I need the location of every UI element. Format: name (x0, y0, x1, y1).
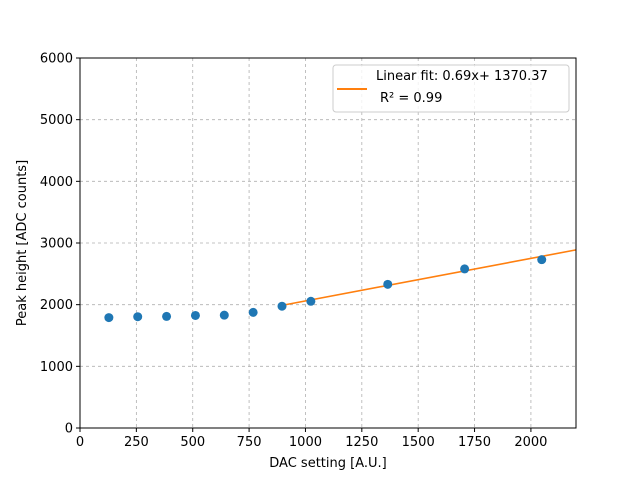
data-point (277, 301, 287, 311)
legend-fit-label: Linear fit: 0.69x+ 1370.37 (376, 69, 548, 84)
data-point (162, 311, 172, 321)
data-point (537, 255, 547, 265)
y-tick-label: 5000 (40, 113, 73, 128)
x-tick-label: 250 (124, 435, 149, 450)
data-point (460, 264, 470, 274)
x-tick-label: 750 (237, 435, 262, 450)
x-tick-label: 2000 (514, 435, 547, 450)
legend: Linear fit: 0.69x+ 1370.37 R² = 0.99 (332, 64, 570, 113)
x-axis-ticks: 0 250 500 750 1000 1250 1500 1750 2000 (76, 428, 547, 450)
data-point (133, 312, 143, 322)
x-tick-label: 1000 (289, 435, 322, 450)
x-axis-label: DAC setting [A.U.] (269, 456, 386, 471)
data-point (190, 310, 200, 320)
x-tick-label: 1500 (402, 435, 435, 450)
y-tick-label: 4000 (40, 175, 73, 190)
y-axis-label: Peak height [ADC counts] (15, 160, 30, 326)
y-tick-label: 0 (65, 422, 73, 437)
y-tick-label: 1000 (40, 360, 73, 375)
fit-line-layer (281, 249, 577, 307)
grid-lines (79, 57, 576, 429)
x-tick-label: 1750 (458, 435, 491, 450)
y-tick-label: 6000 (40, 52, 73, 67)
x-tick-label: 1250 (345, 435, 378, 450)
data-point (248, 307, 258, 317)
y-tick-label: 3000 (40, 237, 73, 252)
y-axis-ticks: 0 1000 2000 3000 4000 5000 6000 (40, 52, 80, 437)
data-point (383, 279, 393, 289)
data-point (104, 313, 114, 323)
legend-fit-r2: R² = 0.99 (380, 91, 442, 106)
legend-box (332, 64, 570, 113)
x-tick-label: 0 (76, 435, 84, 450)
data-points (104, 255, 547, 323)
data-point (219, 310, 229, 320)
y-tick-label: 2000 (40, 298, 73, 313)
x-tick-label: 500 (180, 435, 205, 450)
data-point (306, 296, 316, 306)
fit-line (281, 249, 577, 307)
